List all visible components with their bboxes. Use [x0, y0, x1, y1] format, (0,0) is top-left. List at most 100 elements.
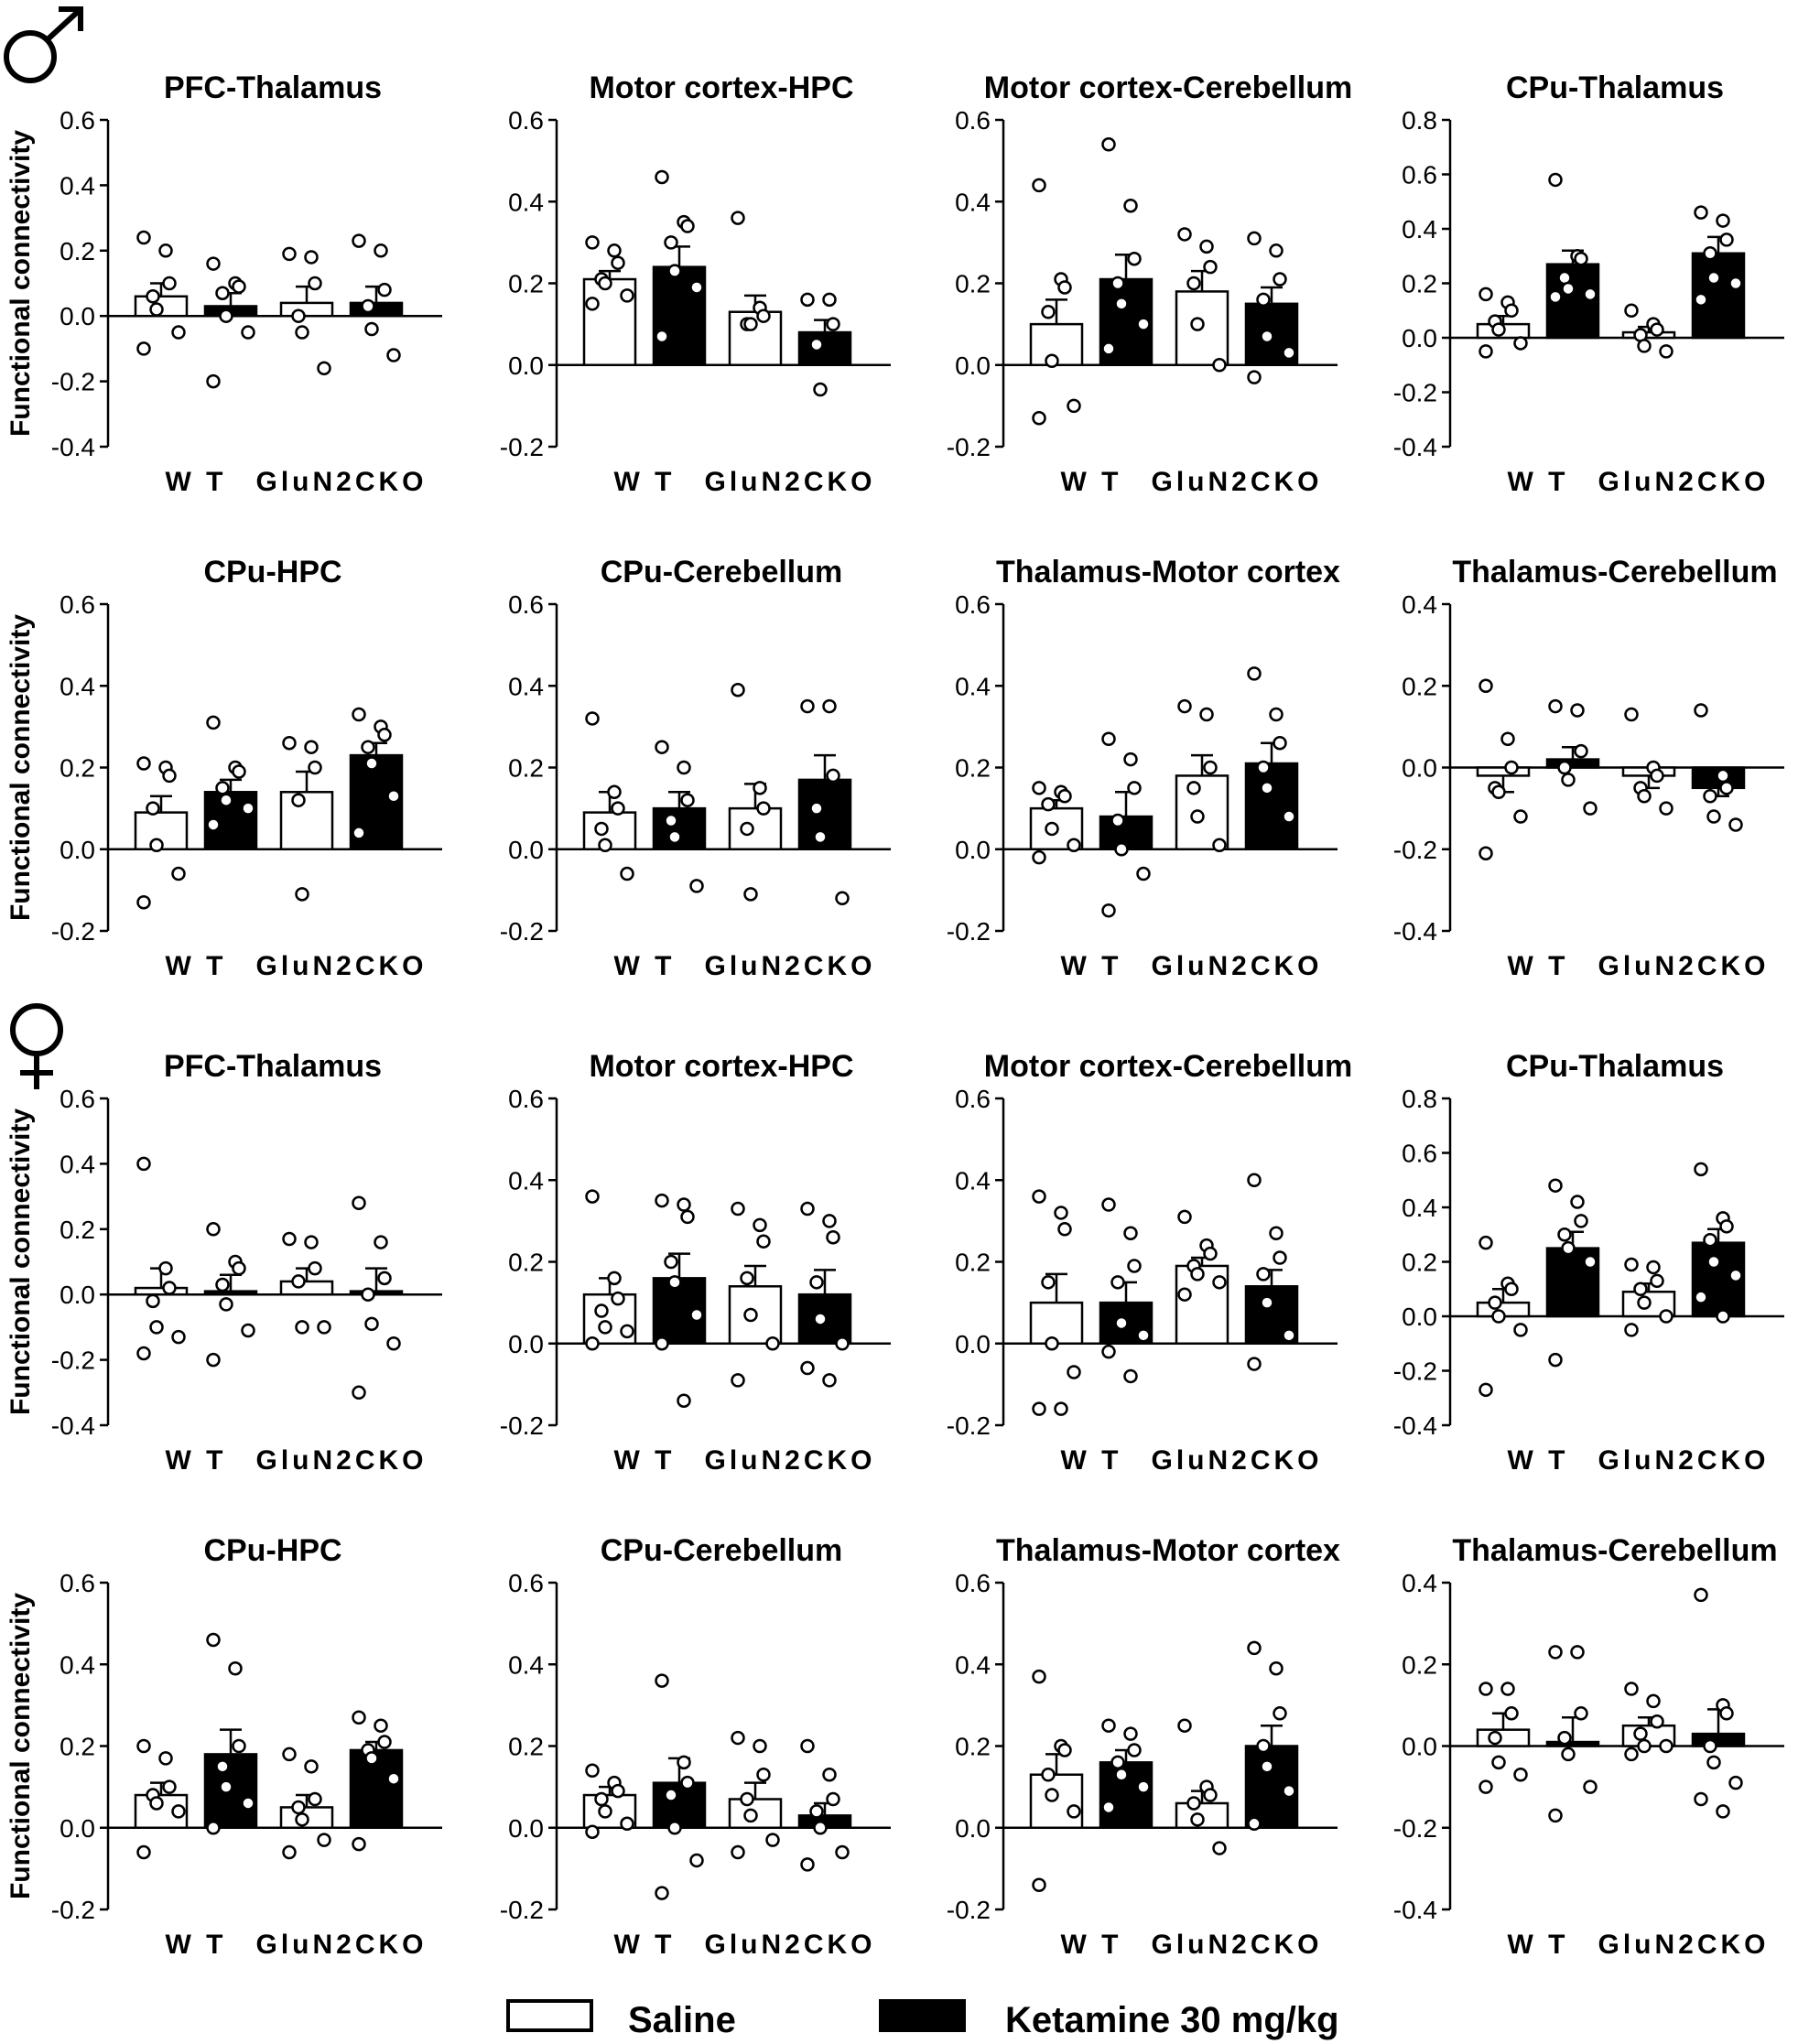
data-point [655, 1886, 669, 1900]
data-point [765, 1833, 780, 1847]
data-point [1637, 788, 1652, 804]
y-tick-label: 0.2 [955, 754, 991, 783]
legend-ketamine-label: Ketamine 30 mg/kg [1005, 2000, 1339, 2040]
data-point [1110, 1755, 1125, 1770]
data-point [1269, 707, 1284, 722]
data-point [800, 1857, 815, 1872]
bar-ketamine [1545, 1740, 1600, 1747]
data-point [304, 1235, 319, 1249]
panel-13: CPu-HPC -0.2 0.0 0.2 0.4 0.6 W T GluN2CKO Functi… [5, 1533, 442, 1960]
data-point [1032, 781, 1046, 795]
data-point [1054, 1401, 1068, 1416]
data-point [171, 325, 186, 340]
data-point [146, 1293, 160, 1309]
data-point [1728, 1775, 1743, 1790]
data-point [1260, 329, 1274, 344]
bar-saline [728, 806, 783, 850]
panel-title: Thalamus-Motor cortex [996, 1533, 1340, 1568]
y-tick-label: 0.2 [508, 1249, 544, 1277]
data-point [282, 1231, 297, 1247]
data-point [241, 801, 255, 816]
y-tick-label: 0.4 [1402, 1194, 1437, 1222]
panel-title: Motor cortex-Cerebellum [984, 70, 1352, 105]
x-category-label: W T [1061, 1445, 1122, 1476]
y-tick-label: -0.2 [1393, 379, 1437, 407]
bar-saline [279, 1280, 334, 1296]
y-tick-label: -0.2 [947, 917, 991, 946]
data-point [1203, 760, 1218, 775]
data-point [1728, 1268, 1743, 1283]
data-point [1478, 1382, 1493, 1398]
data-point [206, 1222, 221, 1237]
legend: Saline Ketamine 30 mg/kg [506, 1999, 1339, 2040]
data-point [304, 1759, 319, 1774]
data-point [1067, 1804, 1081, 1819]
data-point [1114, 1315, 1129, 1331]
data-point [1101, 1197, 1116, 1212]
data-point [756, 308, 771, 323]
data-point [1716, 1804, 1730, 1819]
y-tick-label: 0.6 [1402, 161, 1437, 189]
data-point [1177, 1287, 1192, 1302]
data-point [219, 793, 233, 807]
data-point [232, 764, 246, 779]
y-tick-label: 0.0 [508, 1330, 544, 1358]
data-point [756, 801, 771, 816]
data-point [1504, 1706, 1519, 1721]
data-point [1045, 821, 1059, 837]
data-point [1101, 1800, 1116, 1815]
data-point [1177, 698, 1192, 714]
data-point [308, 276, 322, 291]
data-point [598, 276, 612, 291]
data-point [1123, 198, 1138, 213]
data-point [835, 1844, 850, 1860]
data-point [1032, 178, 1046, 193]
data-point [813, 1821, 828, 1835]
data-point [1703, 1232, 1717, 1248]
data-point [594, 1303, 609, 1318]
y-tick-label: 0.6 [508, 590, 544, 619]
data-point [1633, 1282, 1648, 1296]
data-point [364, 321, 379, 337]
data-point [1491, 322, 1506, 337]
y-tick-label: 0.2 [955, 1733, 991, 1761]
data-point [822, 1214, 837, 1228]
panel-2: Motor cortex-HPC -0.2 0.0 0.2 0.4 0.6 W T GluN2… [500, 70, 891, 497]
data-point [689, 1853, 704, 1868]
data-point [655, 1673, 669, 1688]
data-point [731, 1730, 745, 1746]
bar-saline [279, 301, 334, 318]
y-tick-label: 0.6 [955, 590, 991, 619]
data-point [809, 1275, 824, 1290]
data-point [149, 838, 164, 853]
data-point [677, 1755, 691, 1770]
data-point [1273, 735, 1287, 751]
data-point [1650, 1714, 1664, 1729]
data-point [1513, 809, 1528, 824]
y-tick-label: -0.4 [1393, 1411, 1437, 1440]
data-point [1123, 1726, 1138, 1741]
y-tick-label: 0.2 [1402, 1650, 1437, 1679]
data-point [352, 1710, 366, 1725]
data-point [304, 740, 319, 754]
data-point [361, 1287, 375, 1302]
data-point [1694, 1162, 1708, 1177]
data-point [1659, 1309, 1673, 1324]
data-point [364, 756, 379, 771]
data-point [295, 325, 309, 340]
y-tick-label: 0.0 [955, 836, 991, 864]
x-category-label: GluN2CKO [1151, 1445, 1322, 1476]
data-point [1694, 1290, 1708, 1304]
data-point [731, 1844, 745, 1860]
data-point [740, 821, 754, 837]
data-point [1500, 731, 1515, 747]
y-tick-label: 0.6 [955, 1569, 991, 1597]
data-point [809, 337, 824, 352]
x-category-label: GluN2CKO [1598, 1930, 1769, 1960]
data-point [1114, 1767, 1129, 1782]
panel-1: PFC-Thalamus -0.4 -0.2 0.0 0.2 0.4 0.6 W T GluN2… [5, 70, 442, 497]
data-point [585, 1336, 600, 1351]
x-category-label: GluN2CKO [1151, 951, 1322, 981]
data-point [1478, 1235, 1493, 1250]
data-point [215, 1277, 230, 1292]
